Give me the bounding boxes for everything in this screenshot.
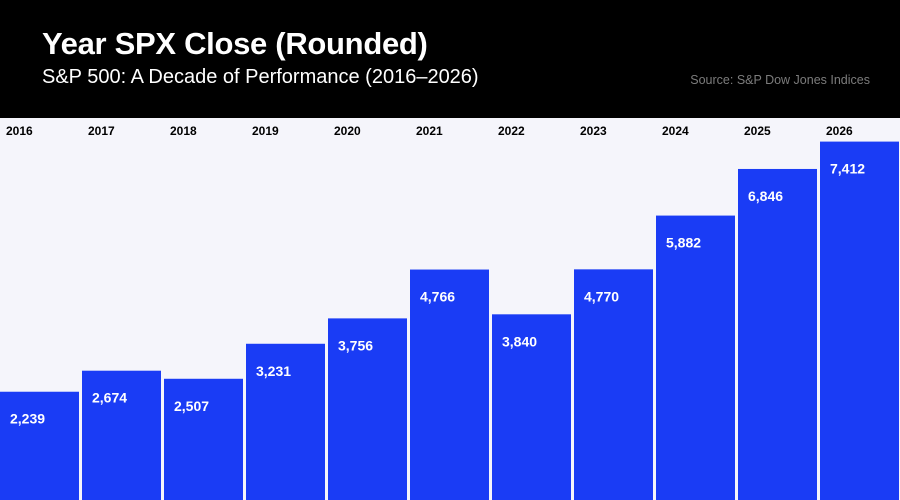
year-label-2020: 2020 [334, 124, 361, 138]
bar-2020 [328, 318, 407, 500]
year-label-2023: 2023 [580, 124, 607, 138]
year-label-2021: 2021 [416, 124, 443, 138]
bar-2024 [656, 215, 735, 500]
bar-2017 [82, 370, 161, 500]
value-label-2020: 3,756 [338, 337, 373, 353]
value-labels-group: 2,239 2,674 2,507 3,231 3,756 4,766 3,840 4,770… [10, 161, 865, 427]
value-label-2026: 7,412 [830, 161, 865, 177]
chart-subtitle: S&P 500: A Decade of Performance (2016–2… [42, 66, 479, 88]
source-note: Source: S&P Dow Jones Indices [690, 73, 870, 87]
year-label-2022: 2022 [498, 124, 525, 138]
chart-title: Year SPX Close (Rounded) [42, 26, 428, 61]
year-label-2024: 2024 [662, 124, 689, 138]
value-label-2019: 3,231 [256, 363, 291, 379]
bar-chart: 2016 2017 2018 2019 2020 2021 2022 2023 2024 2025… [0, 124, 899, 500]
year-labels-group: 2016 2017 2018 2019 2020 2021 2022 2023 2024 2025… [6, 124, 853, 138]
year-label-2026: 2026 [826, 124, 853, 138]
value-label-2016: 2,239 [10, 411, 45, 427]
value-label-2017: 2,674 [92, 390, 127, 406]
bar-2018 [164, 378, 243, 500]
value-label-2018: 2,507 [174, 398, 209, 414]
value-label-2024: 5,882 [666, 235, 701, 251]
year-label-2019: 2019 [252, 124, 279, 138]
bar-2026 [820, 141, 899, 500]
year-label-2025: 2025 [744, 124, 771, 138]
year-label-2018: 2018 [170, 124, 197, 138]
chart-header: Year SPX Close (Rounded) S&P 500: A Deca… [0, 0, 900, 118]
value-label-2021: 4,766 [420, 289, 455, 305]
bar-2019 [246, 343, 325, 500]
bar-2016 [0, 391, 79, 500]
year-label-2016: 2016 [6, 124, 33, 138]
value-label-2025: 6,846 [748, 188, 783, 204]
bar-2022 [492, 314, 571, 500]
bar-2023 [574, 269, 653, 500]
value-label-2022: 3,840 [502, 333, 537, 349]
bar-2025 [738, 168, 817, 500]
bar-2021 [410, 269, 489, 500]
year-label-2017: 2017 [88, 124, 115, 138]
value-label-2023: 4,770 [584, 288, 619, 304]
bars-group [0, 141, 899, 500]
